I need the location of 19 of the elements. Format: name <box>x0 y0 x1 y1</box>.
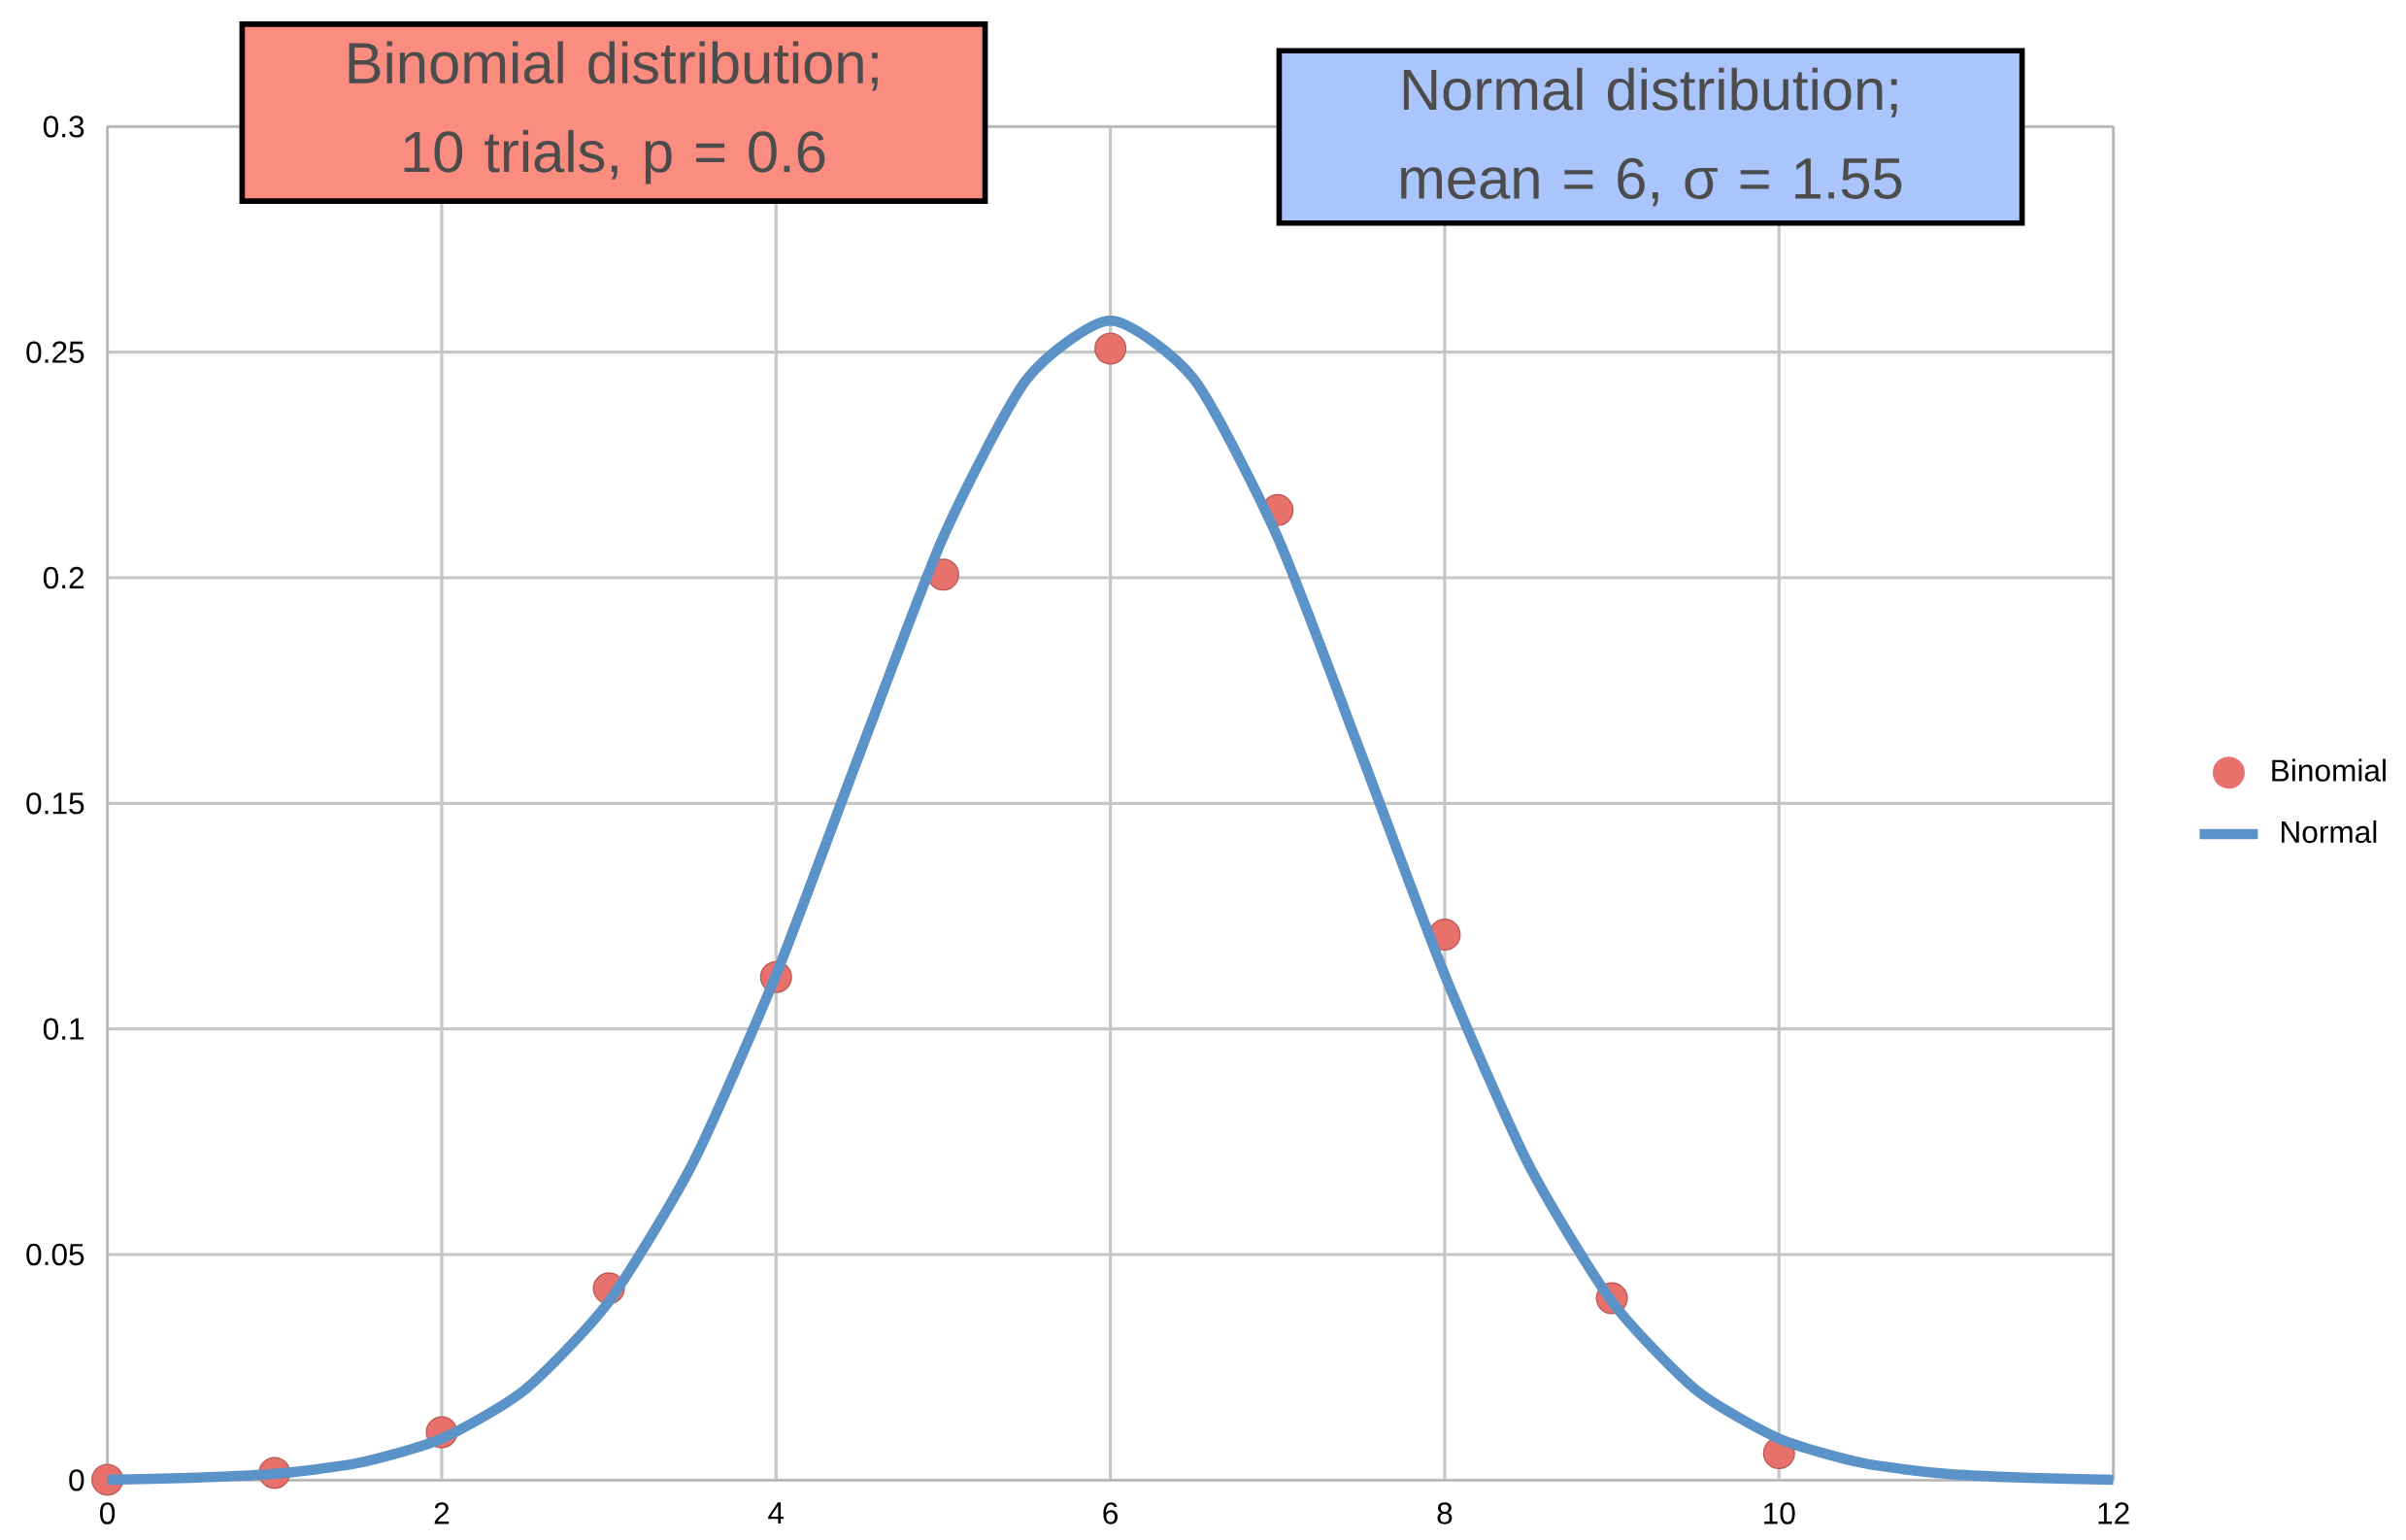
y-tick-label: 0 <box>69 1469 84 1491</box>
point <box>1094 332 1127 365</box>
x-tick-label: 4 <box>768 1502 785 1524</box>
y-tick-label: 0.15 <box>26 792 84 815</box>
y-tick-label: 0.1 <box>43 1018 84 1040</box>
y-tick-label: 0.25 <box>26 341 84 363</box>
y-tick-label: 0.2 <box>43 566 84 589</box>
annotation: Binomial distribution; 10 trials, p = 0.6 <box>349 41 878 184</box>
x-tick-label: 10 <box>1764 1502 1795 1524</box>
x-tick-label: 6 <box>1103 1502 1119 1524</box>
legend-label: Binomial <box>2272 758 2386 782</box>
legend-label: Normal <box>2282 820 2377 844</box>
x-tick-label: 2 <box>434 1502 450 1524</box>
annotation: Normal distribution; mean = 6, σ = 1.55 <box>1401 67 1902 207</box>
x-tick-label: 0 <box>100 1502 116 1524</box>
x-tick-label: 8 <box>1437 1502 1453 1524</box>
x-tick-label: 12 <box>2098 1502 2129 1524</box>
y-tick-label: 0.3 <box>43 116 84 138</box>
y-tick-label: 0.05 <box>26 1243 84 1266</box>
